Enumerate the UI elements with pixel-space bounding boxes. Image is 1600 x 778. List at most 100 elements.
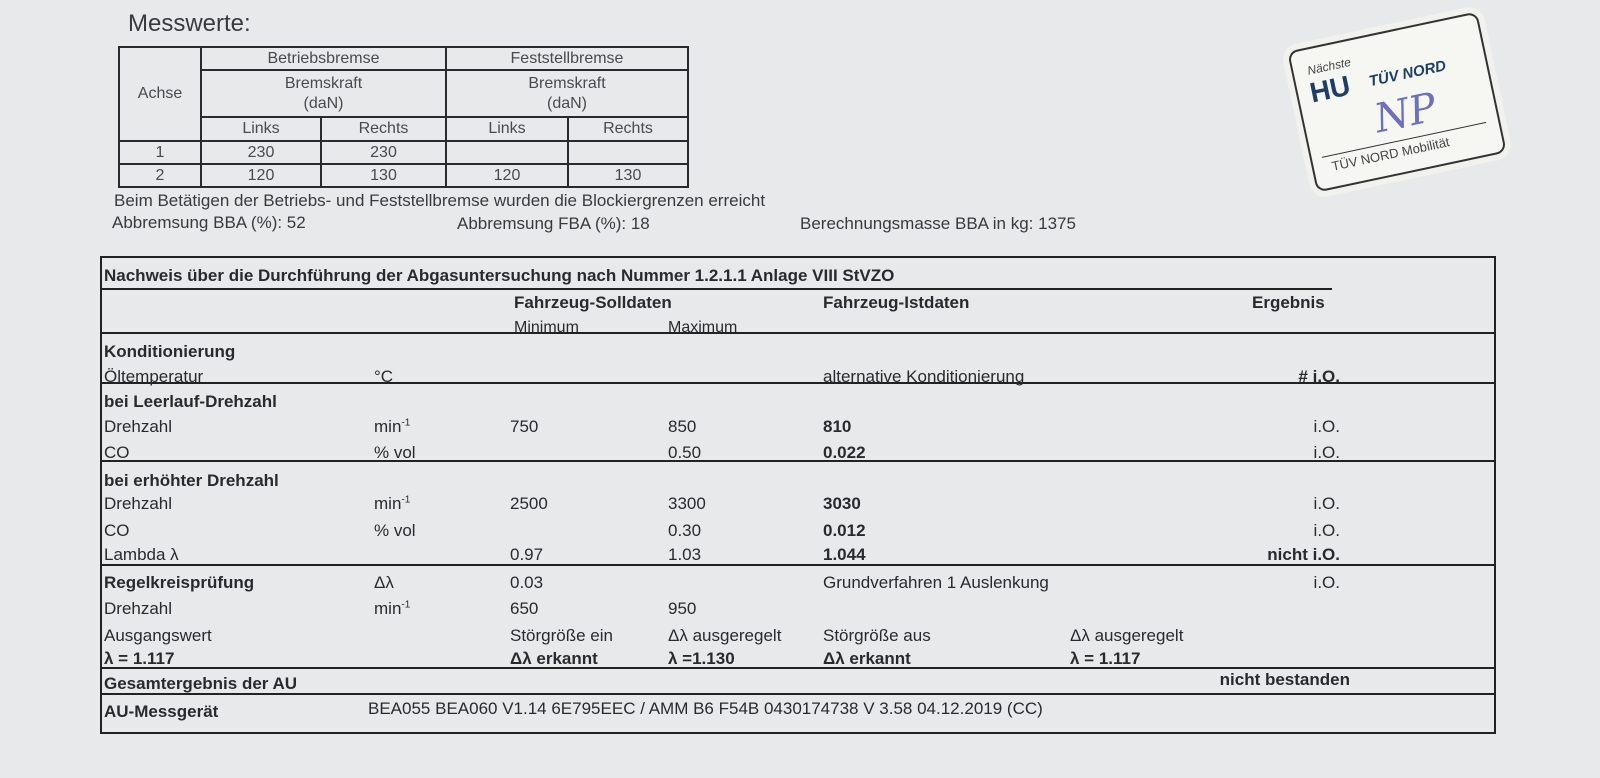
row-ist: 810	[823, 417, 852, 436]
unit-label: (daN)	[303, 94, 344, 112]
table-row: Lambda λ 0.97 1.03 1.044 nicht i.O.	[102, 545, 1494, 569]
tuv-nord-logo: TÜV NORD	[1367, 57, 1448, 91]
minimum-header: Minimum	[514, 319, 579, 336]
header-right: Rechts	[320, 116, 447, 142]
unit-text: min	[374, 417, 402, 436]
unit-exponent: -1	[401, 599, 411, 611]
section-konditionierung: Konditionierung	[102, 342, 1494, 366]
device-row: AU-Messgerät BEA055 BEA060 V1.14 6E795EE…	[102, 699, 1494, 726]
soll-header: Fahrzeug-Solldaten	[514, 293, 672, 312]
row-result: i.O.	[1313, 443, 1340, 462]
row-label: Gesamtergebnis der AU	[104, 674, 298, 693]
row-label: Drehzahl	[104, 599, 173, 618]
row-min: Störgröße ein	[510, 626, 613, 645]
row-min: Δλ erkannt	[510, 649, 598, 668]
table-row: 2 120 130 120 130	[118, 163, 689, 188]
maximum-header: Maximum	[668, 319, 738, 336]
cell-bb-left: 120	[200, 163, 322, 188]
row-result: nicht i.O.	[1267, 545, 1340, 564]
au-section: Nachweis über die Durchführung der Abgas…	[100, 256, 1496, 734]
cell-fb-left: 120	[445, 163, 569, 188]
row-max: λ =1.130	[668, 649, 735, 668]
table-row: Regelkreisprüfung Δλ 0.03 Grundverfahren…	[102, 573, 1494, 597]
row-unit: Δλ	[374, 573, 394, 592]
cell-axle: 2	[118, 163, 202, 188]
row-max: 950	[668, 599, 697, 618]
brake-force-label: Bremskraft	[528, 74, 606, 92]
section-label: bei Leerlauf-Drehzahl	[104, 392, 277, 411]
device-value: BEA055 BEA060 V1.14 6E795EEC / AMM B6 F5…	[368, 699, 1043, 718]
tuv-sticker: Nächste HU TÜV NORD NP TÜV NORD Mobilitä…	[1287, 11, 1507, 193]
header-axle: Achse	[118, 46, 202, 142]
total-result-row: Gesamtergebnis der AU nicht bestanden	[102, 670, 1494, 698]
section-leerlauf: bei Leerlauf-Drehzahl	[102, 392, 1494, 416]
row-label: λ = 1.117	[104, 649, 175, 668]
row-label: Drehzahl	[104, 494, 173, 513]
brake-force-label: Bremskraft	[284, 74, 363, 92]
table-row: Öltemperatur °C alternative Konditionier…	[102, 367, 1494, 391]
minmax-row: Minimum Maximum	[102, 319, 1494, 343]
brake-table: Achse Betriebsbremse Feststellbremse Bre…	[118, 46, 689, 188]
row-unit: min-1	[374, 494, 410, 514]
fba-value: Abbremsung FBA (%): 18	[457, 214, 650, 233]
table-row: Drehzahl min-1 650 950	[102, 599, 1494, 623]
row-label: AU-Messgerät	[104, 702, 219, 721]
header-brake-force: Bremskraft (daN)	[200, 69, 447, 118]
row-max: 3300	[668, 494, 706, 513]
sticker-hu: HU	[1307, 69, 1354, 109]
row-result: i.O.	[1313, 417, 1340, 436]
row-min: 650	[510, 599, 539, 618]
header-brake-force: Bremskraft (daN)	[445, 69, 689, 118]
header-left: Links	[445, 116, 569, 142]
unit-exponent: -1	[401, 417, 411, 429]
au-title-row: Nachweis über die Durchführung der Abgas…	[102, 266, 1494, 290]
unit-text: min	[374, 494, 402, 513]
row-label: Ausgangswert	[104, 626, 212, 645]
row-max: 0.30	[668, 521, 702, 540]
ergebnis-header: Ergebnis	[1252, 293, 1325, 312]
row-result: i.O.	[1313, 521, 1340, 540]
row-ist: 1.044	[823, 545, 866, 564]
table-row: Drehzahl min-1 2500 3300 3030 i.O.	[102, 494, 1494, 518]
row-ext: Δλ ausgeregelt	[1070, 626, 1184, 645]
row-ist: Grundverfahren 1 Auslenkung	[823, 573, 1049, 592]
table-row: λ = 1.117 Δλ erkannt λ =1.130 Δλ erkannt…	[102, 649, 1494, 673]
row-label: Öltemperatur	[104, 367, 204, 386]
section-erhoeht: bei erhöhter Drehzahl	[102, 471, 1494, 495]
cell-fb-right: 130	[567, 163, 689, 188]
mass-value: Berechnungsmasse BBA in kg: 1375	[800, 214, 1076, 233]
cell-bb-right: 230	[320, 140, 447, 165]
section-label: bei erhöhter Drehzahl	[104, 471, 279, 490]
cell-axle: 1	[118, 140, 202, 165]
row-ist: 0.012	[823, 521, 866, 540]
table-row: Drehzahl min-1 750 850 810 i.O.	[102, 417, 1494, 441]
unit-label: (daN)	[546, 94, 587, 112]
unit-exponent: -1	[401, 494, 411, 506]
row-label: Lambda λ	[104, 545, 179, 564]
blocking-note: Beim Betätigen der Betriebs- und Festste…	[114, 191, 766, 210]
header-left: Links	[200, 116, 322, 142]
row-label: CO	[104, 443, 130, 462]
au-title: Nachweis über die Durchführung der Abgas…	[104, 266, 895, 285]
row-ist: 0.022	[823, 443, 866, 462]
au-header-row: Fahrzeug-Solldaten Fahrzeug-Istdaten Erg…	[102, 293, 1494, 317]
table-row: 1 230 230	[118, 140, 689, 165]
row-label: Regelkreisprüfung	[104, 573, 255, 592]
table-row: CO % vol 0.30 0.012 i.O.	[102, 521, 1494, 545]
header-parking-brake: Feststellbremse	[445, 46, 689, 71]
bba-value: Abbremsung BBA (%): 52	[112, 213, 306, 232]
row-result: i.O.	[1313, 494, 1340, 513]
row-ext: λ = 1.117	[1070, 649, 1141, 668]
total-result: nicht bestanden	[1219, 670, 1350, 689]
cell-fb-right	[567, 140, 689, 165]
row-ist: 3030	[823, 494, 861, 513]
table-row: Ausgangswert Störgröße ein Δλ ausgeregel…	[102, 626, 1494, 650]
row-unit: % vol	[374, 443, 416, 462]
row-max: 1.03	[668, 545, 702, 564]
row-unit: min-1	[374, 417, 410, 437]
row-min: 750	[510, 417, 539, 436]
header-service-brake: Betriebsbremse	[200, 46, 447, 71]
row-ist: Störgröße aus	[823, 626, 931, 645]
row-max: Δλ ausgeregelt	[668, 626, 782, 645]
cell-bb-left: 230	[200, 140, 322, 165]
